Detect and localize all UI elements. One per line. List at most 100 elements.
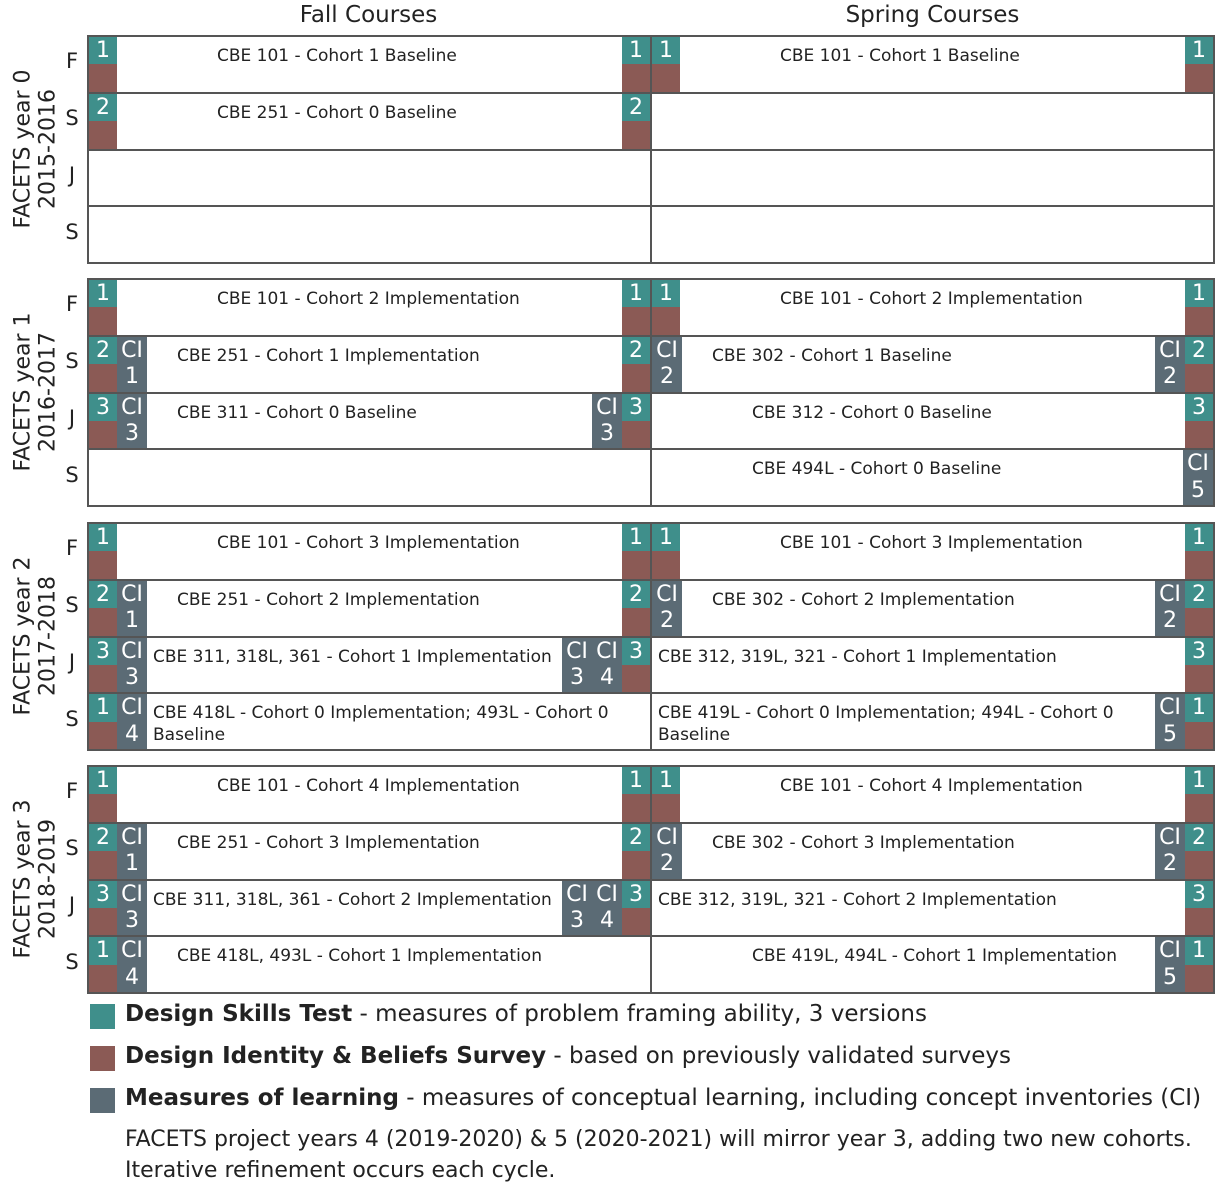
course-cell: CI 2 CI 2 2 CBE 302 - Cohort 3 Implementation xyxy=(650,821,1215,881)
course-cell: CI 5 CBE 494L - Cohort 0 Baseline xyxy=(650,448,1215,507)
survey-marker xyxy=(89,64,117,92)
level-label: S xyxy=(65,706,79,731)
survey-marker xyxy=(1185,364,1213,392)
ci-label: CI xyxy=(1159,581,1181,607)
test-label: 2 xyxy=(96,824,110,850)
test-marker: 1 xyxy=(1185,37,1213,65)
test-label: 1 xyxy=(659,768,673,793)
test-label: 1 xyxy=(1192,768,1206,793)
level-label: S xyxy=(65,949,79,974)
course-cell: 1 1 CBE 101 - Cohort 4 Implementation xyxy=(87,765,652,824)
test-label: 3 xyxy=(1192,394,1206,420)
ci-marker: CI 5 xyxy=(1155,937,1185,992)
survey-marker xyxy=(622,851,650,879)
survey-marker xyxy=(1185,307,1213,335)
legend-term: Design Identity & Beliefs Survey xyxy=(125,1043,547,1069)
level-label: F xyxy=(65,49,79,74)
course-cell: 1 1 CBE 101 - Cohort 2 Implementation xyxy=(650,278,1215,337)
test-label: 2 xyxy=(1192,824,1206,850)
survey-marker xyxy=(622,64,650,92)
ci-number: 5 xyxy=(1163,964,1177,990)
test-label: 2 xyxy=(629,581,643,607)
test-label: 1 xyxy=(629,525,643,550)
ci-label: CI xyxy=(1159,337,1181,363)
course-cell xyxy=(650,91,1215,151)
survey-marker xyxy=(1185,64,1213,92)
survey-marker xyxy=(622,121,650,149)
year-label: FACETS year 2 2017-2018 xyxy=(10,522,64,749)
course-cell xyxy=(87,148,652,208)
survey-marker xyxy=(652,794,680,822)
test-label: 1 xyxy=(96,525,110,550)
ci-label: CI xyxy=(656,337,678,363)
year-label: FACETS year 3 2018-2019 xyxy=(10,765,64,992)
course-cell: 1 1 CBE 101 - Cohort 3 Implementation xyxy=(650,522,1215,581)
survey-marker xyxy=(622,364,650,392)
ci-label: CI xyxy=(656,581,678,607)
course-text: CBE 101 - Cohort 2 Implementation xyxy=(217,289,520,309)
test-label: 3 xyxy=(629,394,643,420)
ci-number: 3 xyxy=(125,420,139,446)
ci-number: 1 xyxy=(125,851,139,877)
level-label: F xyxy=(65,779,79,804)
test-label: 1 xyxy=(629,768,643,793)
survey-marker xyxy=(652,307,680,335)
survey-marker xyxy=(89,420,117,449)
ci-marker: CI 2 xyxy=(1155,823,1185,879)
test-label: 2 xyxy=(629,337,643,363)
test-marker: 1 xyxy=(652,767,680,795)
test-marker: 2 xyxy=(1185,823,1213,852)
survey-marker xyxy=(89,721,117,749)
survey-marker xyxy=(1185,851,1213,879)
level-label: J xyxy=(68,649,76,674)
test-marker: 3 xyxy=(89,637,117,665)
test-marker: 1 xyxy=(622,37,650,65)
test-label: 1 xyxy=(96,695,110,721)
ci-marker: CI 1 xyxy=(117,336,147,392)
level-label: J xyxy=(68,162,76,187)
test-label: 3 xyxy=(1192,881,1206,907)
survey-marker xyxy=(89,794,117,822)
course-cell: CI 5 1 CBE 419L, 494L - Cohort 1 Implementa… xyxy=(650,935,1215,994)
survey-marker xyxy=(1185,721,1213,749)
ci-number: 3 xyxy=(125,664,139,690)
test-label: 3 xyxy=(1192,638,1206,664)
ci-number: 4 xyxy=(600,664,614,690)
course-cell xyxy=(650,148,1215,208)
course-cell: 3 CI 3 CI 3 3 CBE 311 - Cohort 0 Baseline xyxy=(87,391,652,451)
ci-number: 2 xyxy=(660,851,674,877)
course-text: CBE 101 - Cohort 1 Baseline xyxy=(217,46,457,66)
test-label: 2 xyxy=(1192,581,1206,607)
course-text: CBE 302 - Cohort 1 Baseline xyxy=(712,345,952,366)
test-label: 2 xyxy=(96,581,110,607)
survey-marker xyxy=(89,907,117,936)
level-label: S xyxy=(65,349,79,374)
course-cell: 1 1 CBE 101 - Cohort 3 Implementation xyxy=(87,522,652,581)
survey-marker xyxy=(622,907,650,936)
ci-marker: CI 1 xyxy=(117,580,147,636)
test-label: 2 xyxy=(629,824,643,850)
course-text: CBE 312, 319L, 321 - Cohort 1 Implementa… xyxy=(658,646,1057,667)
test-marker: 2 xyxy=(622,336,650,365)
test-marker: 3 xyxy=(89,393,117,421)
test-label: 2 xyxy=(96,337,110,363)
test-marker: 1 xyxy=(622,280,650,308)
course-text: CBE 101 - Cohort 2 Implementation xyxy=(780,289,1083,309)
survey-marker xyxy=(1185,551,1213,579)
test-marker: 3 xyxy=(89,880,117,908)
test-label: 1 xyxy=(1192,525,1206,550)
ci-label: CI xyxy=(1159,695,1181,721)
year-label: FACETS year 1 2016-2017 xyxy=(10,278,64,505)
test-marker: 1 xyxy=(89,524,117,552)
test-label: 1 xyxy=(96,281,110,306)
level-label: S xyxy=(65,593,79,618)
course-text: CBE 311, 318L, 361 - Cohort 2 Implementa… xyxy=(153,889,552,910)
ci-marker: CI 5 xyxy=(1155,694,1185,749)
test-marker: 1 xyxy=(1185,767,1213,795)
ci-label: CI xyxy=(121,881,143,907)
ci-number: 2 xyxy=(1163,851,1177,877)
ci-number: 3 xyxy=(600,420,614,446)
test-marker: 1 xyxy=(89,37,117,65)
course-cell: CI 2 CI 2 2 CBE 302 - Cohort 2 Implementation xyxy=(650,578,1215,638)
